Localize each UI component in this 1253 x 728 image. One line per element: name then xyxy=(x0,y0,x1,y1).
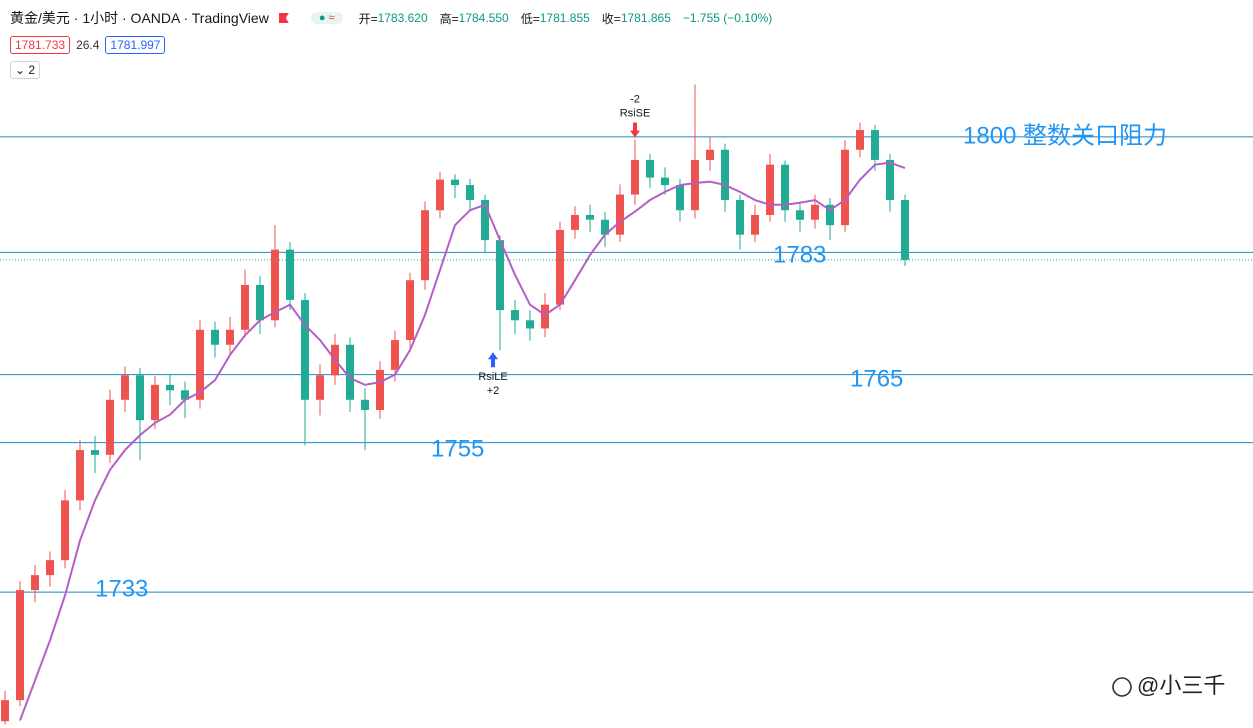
indicator-row: ⌄ 2 xyxy=(10,60,778,80)
candle-body xyxy=(721,149,729,201)
signal-arrow xyxy=(630,122,640,138)
signal-label: RsiLE xyxy=(478,371,507,383)
candle-body xyxy=(226,329,234,345)
candle-body xyxy=(211,329,219,345)
buy-price[interactable]: 1781.997 xyxy=(105,36,166,54)
candle-body xyxy=(91,450,99,455)
candle-body xyxy=(586,214,594,220)
moving-average xyxy=(19,161,906,721)
candle-body xyxy=(496,240,504,311)
level-label: 1733 xyxy=(95,575,148,602)
candle-body xyxy=(16,590,24,701)
candle-body xyxy=(856,130,864,150)
symbol-title: 黄金/美元 · 1小时 · OANDA · TradingView xyxy=(10,10,269,26)
candle-body xyxy=(256,284,264,321)
watermark-text: @小三千 xyxy=(1137,673,1225,698)
candle-body xyxy=(391,340,399,370)
indicator-toggle[interactable]: ⌄ 2 xyxy=(10,61,41,79)
candle-body xyxy=(31,575,39,591)
candle-body xyxy=(481,200,489,241)
candle-body xyxy=(196,329,204,400)
candle-body xyxy=(781,164,789,211)
level-label: 1783 xyxy=(773,241,826,268)
candle-body xyxy=(361,399,369,410)
watermark: @小三千 xyxy=(1112,673,1225,698)
candle-body xyxy=(616,194,624,235)
watermark-icon xyxy=(1112,677,1132,697)
flag-icon[interactable] xyxy=(278,13,289,23)
candle-body xyxy=(136,375,144,421)
candle-body xyxy=(646,159,654,178)
close-value: 1781.865 xyxy=(620,11,671,25)
indicator-count: 2 xyxy=(28,63,36,77)
candle-body xyxy=(541,304,549,329)
candle-body xyxy=(901,200,909,260)
candle-body xyxy=(886,159,894,201)
high-value: 1784.550 xyxy=(458,11,509,25)
candle-body xyxy=(841,149,849,226)
candle-body xyxy=(451,179,459,186)
candle-body xyxy=(166,384,174,391)
candle-body xyxy=(376,369,384,410)
candle-body xyxy=(271,249,279,321)
level-label: 1755 xyxy=(431,435,484,462)
high-key: 高= xyxy=(439,11,459,26)
candle-body xyxy=(601,219,609,235)
candle-body xyxy=(406,280,414,341)
candle-body xyxy=(736,200,744,235)
candle-body xyxy=(76,450,84,501)
candle-body xyxy=(826,204,834,226)
open-value: 1783.620 xyxy=(377,11,428,25)
candle-body xyxy=(796,210,804,220)
candle-body xyxy=(466,185,474,201)
candle-body xyxy=(436,179,444,211)
title-row: 黄金/美元 · 1小时 · OANDA · TradingView ● ≈ 开=… xyxy=(10,8,778,28)
signal-arrow xyxy=(488,352,498,368)
quote-row: 1781.733 26.4 1781.997 xyxy=(10,35,778,55)
candle-body xyxy=(46,560,54,576)
candle-body xyxy=(151,384,159,421)
candle-body xyxy=(511,310,519,321)
candle-body xyxy=(301,299,309,400)
header: 黄金/美元 · 1小时 · OANDA · TradingView ● ≈ 开=… xyxy=(10,8,778,80)
candle-body xyxy=(316,375,324,400)
low-key: 低= xyxy=(520,11,540,26)
signal-qty: +2 xyxy=(487,385,500,397)
sell-price[interactable]: 1781.733 xyxy=(10,36,71,54)
candle-body xyxy=(61,500,69,561)
spread: 26.4 xyxy=(76,38,100,52)
candle-body xyxy=(181,390,189,400)
candle-body xyxy=(1,700,9,722)
candle-body xyxy=(421,210,429,281)
signal-label: RsiSE xyxy=(620,107,651,119)
candle-body xyxy=(556,229,564,305)
candle-body xyxy=(286,249,294,300)
open-key: 开= xyxy=(358,11,378,26)
status-pill[interactable]: ● ≈ xyxy=(310,12,343,24)
candle-body xyxy=(241,284,249,330)
candle-body xyxy=(706,149,714,160)
candle-body xyxy=(766,164,774,215)
change-value: −1.755 (−0.10%) xyxy=(682,11,773,25)
close-key: 收= xyxy=(601,11,621,26)
candle-body xyxy=(811,204,819,220)
candle-body xyxy=(871,130,879,160)
candle-body xyxy=(121,375,129,400)
level-label: 1800 整数关口阻力 xyxy=(963,122,1167,149)
candle-body xyxy=(346,344,354,400)
candle-body xyxy=(106,399,114,455)
level-label: 1765 xyxy=(850,365,903,392)
candle-body xyxy=(676,185,684,211)
candle-body xyxy=(571,214,579,230)
low-value: 1781.855 xyxy=(539,11,590,25)
signal-qty: -2 xyxy=(630,93,640,105)
candle-body xyxy=(526,320,534,329)
candle-body xyxy=(751,214,759,235)
candle-body xyxy=(661,177,669,186)
candle-body xyxy=(691,159,699,211)
candle-body xyxy=(631,159,639,195)
